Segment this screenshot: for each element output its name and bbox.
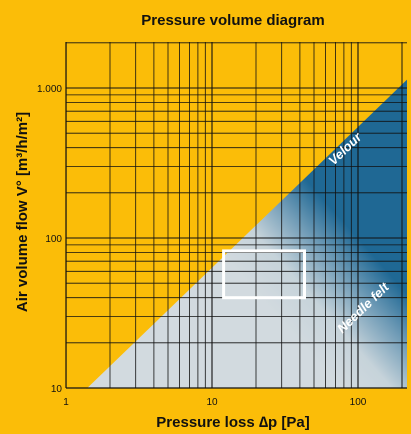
y-tick-label: 100	[45, 234, 62, 245]
highlight-layer	[222, 249, 307, 300]
plot-frame	[65, 42, 407, 389]
plot-area	[66, 42, 407, 388]
y-tick-label: 10	[51, 384, 63, 395]
grid-layer	[66, 42, 407, 388]
chart-title: Pressure volume diagram	[141, 12, 324, 29]
band-velour	[87, 79, 407, 388]
highlight-box	[222, 249, 307, 300]
x-tick-label: 100	[350, 397, 367, 408]
x-axis-title: Pressure loss ∆p [Pa]	[156, 414, 309, 431]
x-tick-label: 10	[206, 397, 218, 408]
y-tick-label: 1.000	[37, 84, 62, 95]
x-tick-label: 1	[63, 397, 69, 408]
y-axis-title: Air volume flow V° [m³/h/m²]	[14, 112, 31, 312]
band-layer	[87, 79, 407, 388]
